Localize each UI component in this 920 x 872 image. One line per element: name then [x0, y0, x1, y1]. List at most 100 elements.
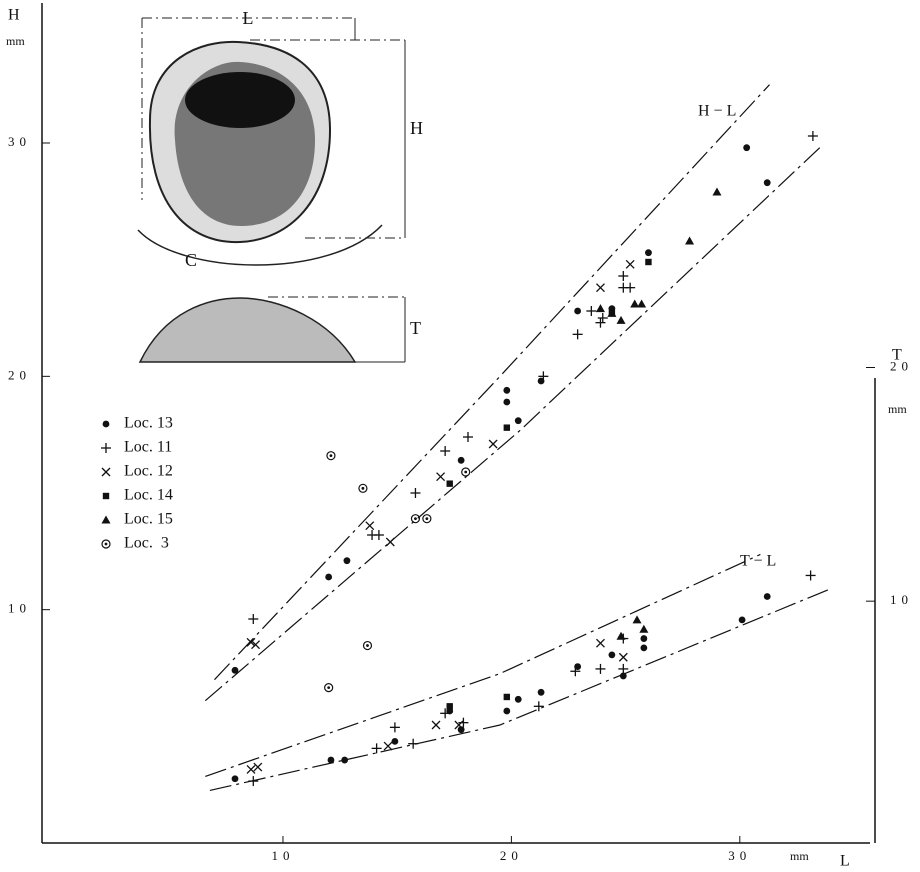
- data-point: [639, 625, 648, 633]
- marker-shape: [617, 632, 626, 640]
- marker-shape: [103, 493, 109, 499]
- data-point: [596, 639, 604, 647]
- data-point: [341, 757, 348, 764]
- legend-item: Loc. 12: [102, 463, 173, 480]
- data-point: [372, 743, 382, 753]
- data-point: [390, 722, 400, 732]
- data-point: [764, 593, 771, 600]
- x-axis-label: L: [840, 853, 850, 867]
- inset-label: L: [243, 8, 254, 28]
- marker-shape: [327, 686, 330, 689]
- data-point: [645, 249, 652, 256]
- marker-shape: [596, 304, 605, 312]
- data-point: [596, 304, 605, 312]
- marker-shape: [640, 644, 647, 651]
- data-point: [808, 131, 818, 141]
- y-tick-label: 10: [8, 601, 31, 616]
- data-point: [608, 652, 615, 659]
- legend-label: Loc. 13: [124, 415, 173, 432]
- marker-shape: [685, 237, 694, 245]
- data-point: [328, 757, 335, 764]
- data-point: [617, 316, 626, 324]
- x-tick-label: 20: [500, 848, 523, 863]
- data-point: [515, 417, 522, 424]
- data-point: [739, 616, 746, 623]
- data-point: [503, 387, 510, 394]
- marker-shape: [515, 417, 522, 424]
- data-point: [432, 721, 440, 729]
- data-point: [685, 237, 694, 245]
- marker-shape: [504, 424, 510, 430]
- y-axis-unit: mm: [6, 34, 25, 48]
- data-point: [458, 457, 465, 464]
- data-point: [437, 473, 445, 481]
- data-point: [489, 440, 497, 448]
- inset-label: H: [410, 118, 423, 138]
- data-point: [625, 283, 635, 293]
- marker-shape: [515, 696, 522, 703]
- y2-axis-unit: mm: [888, 402, 907, 416]
- marker-shape: [232, 667, 239, 674]
- marker-shape: [325, 574, 332, 581]
- marker-shape: [328, 757, 335, 764]
- data-point: [617, 632, 626, 640]
- data-point: [408, 739, 418, 749]
- marker-shape: [574, 308, 581, 315]
- shell-hinge: [185, 72, 295, 128]
- data-point: [447, 480, 453, 486]
- marker-shape: [743, 144, 750, 151]
- data-point: [410, 488, 420, 498]
- data-point: [619, 653, 627, 661]
- x-axis-unit: mm: [790, 849, 809, 863]
- marker-shape: [764, 593, 771, 600]
- data-point: [440, 446, 450, 456]
- data-point: [645, 259, 651, 265]
- data-point: [503, 708, 510, 715]
- x-tick-label: 10: [271, 848, 294, 863]
- data-point: [504, 694, 510, 700]
- marker-shape: [640, 635, 647, 642]
- marker-shape: [105, 543, 108, 546]
- legend-item: Loc. 15: [102, 511, 173, 528]
- legend-item: Loc. 11: [101, 439, 172, 456]
- marker-shape: [504, 694, 510, 700]
- marker-shape: [637, 300, 646, 308]
- data-point: [103, 421, 110, 428]
- curve-label: H − L: [698, 103, 736, 120]
- x-tick-label: 30: [728, 848, 751, 863]
- data-point: [384, 742, 392, 750]
- data-point: [515, 696, 522, 703]
- marker-shape: [344, 557, 351, 564]
- y-axis-label: H: [8, 7, 20, 24]
- marker-shape: [639, 625, 648, 633]
- envelope-line: [205, 148, 819, 701]
- legend-item: Loc. 3: [102, 535, 169, 552]
- shell-side: [140, 298, 355, 362]
- marker-shape: [103, 421, 110, 428]
- data-point: [633, 615, 642, 623]
- marker-shape: [739, 616, 746, 623]
- data-point: [626, 260, 634, 268]
- marker-shape: [503, 387, 510, 394]
- inset-label: T: [410, 318, 421, 338]
- data-point: [327, 452, 335, 460]
- inset-label: C: [185, 250, 197, 270]
- marker-shape: [458, 457, 465, 464]
- data-point: [504, 424, 510, 430]
- data-point: [574, 308, 581, 315]
- data-point: [248, 614, 258, 624]
- marker-shape: [617, 316, 626, 324]
- data-point: [764, 179, 771, 186]
- chart: L H C T H mm T mm mm L H − L T − L 10203…: [0, 0, 920, 867]
- marker-shape: [102, 516, 111, 524]
- data-point: [637, 300, 646, 308]
- data-point: [102, 468, 110, 476]
- data-point: [366, 522, 374, 530]
- legend-item: Loc. 14: [103, 487, 173, 504]
- data-point: [743, 144, 750, 151]
- y2-tick-label: 20: [890, 358, 913, 373]
- data-point: [618, 271, 628, 281]
- legend-label: Loc. 15: [124, 511, 173, 528]
- marker-shape: [391, 738, 398, 745]
- legend-label: Loc. 12: [124, 463, 173, 480]
